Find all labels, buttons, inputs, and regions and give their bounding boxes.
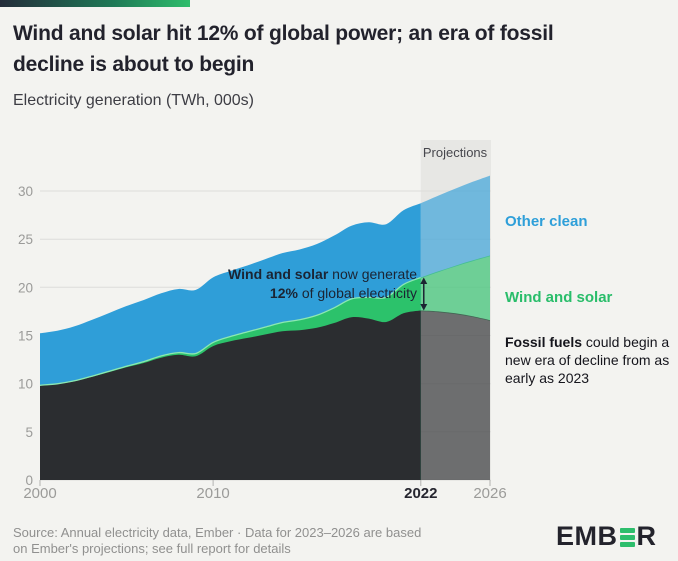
y-axis-label-30: 30 [18, 184, 33, 199]
fossil-fuels-callout: Fossil fuels could begin a new era of de… [505, 333, 673, 387]
callout-bold-pct: 12% [269, 285, 298, 301]
area-other-clean-historical [40, 203, 421, 481]
series-label-wind-solar: Wind and solar [505, 289, 613, 306]
x-axis-label-2022: 2022 [404, 485, 437, 502]
accent-gradient-bar [0, 0, 190, 7]
ember-logo-e-icon [619, 528, 635, 547]
callout-bold-lead: Wind and solar [228, 266, 329, 282]
series-label-other-clean: Other clean [505, 213, 588, 230]
y-axis-label-0: 0 [25, 473, 33, 488]
y-axis-label-10: 10 [18, 377, 33, 392]
callout-line1-rest: now generate [328, 266, 417, 282]
source-note: Source: Annual electricity data, Ember ·… [13, 525, 421, 557]
fossil-callout-bold: Fossil fuels [505, 334, 583, 350]
y-axis-label-5: 5 [25, 425, 33, 440]
ember-logo-text-emb: EMB [556, 521, 618, 551]
projections-band [420, 140, 491, 480]
ember-logo-text-r: R [636, 521, 657, 551]
y-axis-label-20: 20 [18, 280, 33, 295]
projections-label: Projections [422, 145, 488, 160]
x-axis-label-2010: 2010 [196, 485, 229, 502]
y-axis-label-15: 15 [18, 329, 33, 344]
source-line-2: on Ember's projections; see full report … [13, 541, 291, 556]
fossil-callout-rest: could begin a new era of decline from as… [505, 334, 670, 386]
wind-solar-callout: Wind and solar now generate 12% of globa… [228, 265, 417, 303]
wind-solar-callout-line2: 12% of global electricity [228, 284, 417, 303]
arrow-head-up-icon [420, 277, 428, 284]
area-fossil-fuels-projection [420, 310, 490, 480]
chart-subtitle: Electricity generation (TWh, 000s) [13, 92, 254, 109]
ember-logo: EMB R [556, 521, 657, 552]
callout-line2-rest: of global electricity [297, 285, 417, 301]
y-axis-label-25: 25 [18, 232, 33, 247]
x-axis-label-2026: 2026 [473, 485, 506, 502]
area-fossil-fuels-historical [40, 310, 421, 480]
chart-title: Wind and solar hit 12% of global power; … [13, 22, 554, 76]
area-other-clean-projection [420, 175, 490, 279]
arrow-head-down-icon [420, 304, 428, 311]
wind-solar-callout-line1: Wind and solar now generate [228, 265, 417, 284]
area-wind-and-solar-projection [420, 255, 490, 321]
source-line-1: Source: Annual electricity data, Ember ·… [13, 525, 422, 540]
area-wind-and-solar-historical [40, 277, 421, 480]
x-axis-label-2000: 2000 [23, 485, 56, 502]
